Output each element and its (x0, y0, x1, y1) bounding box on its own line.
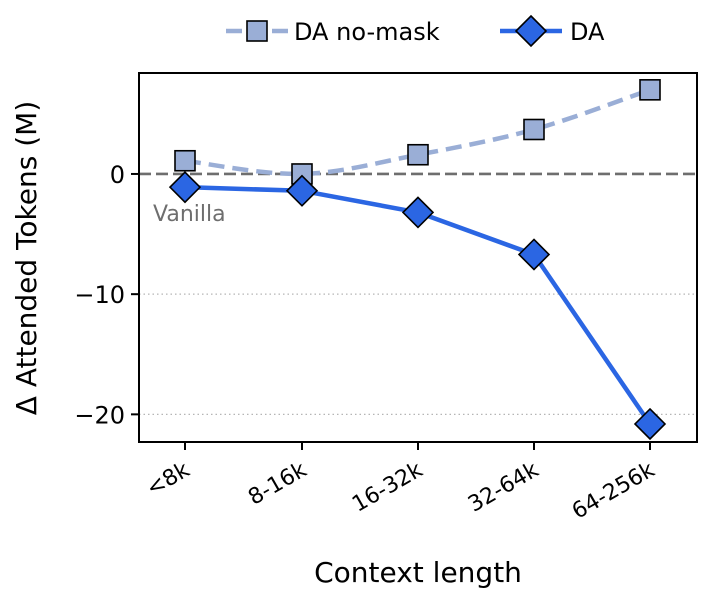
point-da-2 (401, 196, 435, 229)
point-da-3 (517, 238, 551, 271)
legend-item-da: DA (500, 14, 605, 48)
x-tick-label-1: 8-16k (244, 457, 311, 510)
x-tick-label-0: <8k (142, 457, 194, 501)
legend-marker-da (514, 14, 548, 48)
y-tick-label-1: −10 (74, 281, 125, 309)
legend-label-da: DA (570, 18, 605, 46)
legend-marker-da-no-mask (246, 20, 268, 42)
point-da-no-mask-2 (407, 143, 429, 166)
y-tick-label-2: −20 (74, 401, 125, 429)
x-tick-label-3: 32-64k (464, 457, 543, 517)
legend-item-da-no-mask: DA no-mask (226, 18, 440, 46)
reference-line-label: Vanilla (153, 202, 226, 227)
y-axis-title: Δ Attended Tokens (M) (10, 101, 43, 415)
y-tick-label-0: 0 (110, 161, 125, 189)
point-da-0 (168, 171, 202, 204)
legend-label-da-no-mask: DA no-mask (294, 18, 440, 46)
reference-line-group: Vanilla (139, 172, 697, 227)
legend: DA no-mask DA (226, 14, 605, 48)
point-da-4 (633, 407, 667, 441)
point-da-1 (285, 174, 319, 207)
x-axis-title: Context length (314, 556, 522, 589)
series-line-da-no-mask (184, 87, 651, 177)
point-da-no-mask-0 (174, 149, 196, 172)
point-da-no-mask-4 (639, 79, 661, 101)
series-group (168, 79, 667, 441)
x-tick-label-2: 16-32k (348, 457, 427, 517)
grid (139, 293, 697, 415)
x-tick-label-4: 64-256k (568, 457, 659, 524)
point-da-no-mask-3 (523, 118, 545, 141)
plot-area-frame (138, 72, 698, 443)
